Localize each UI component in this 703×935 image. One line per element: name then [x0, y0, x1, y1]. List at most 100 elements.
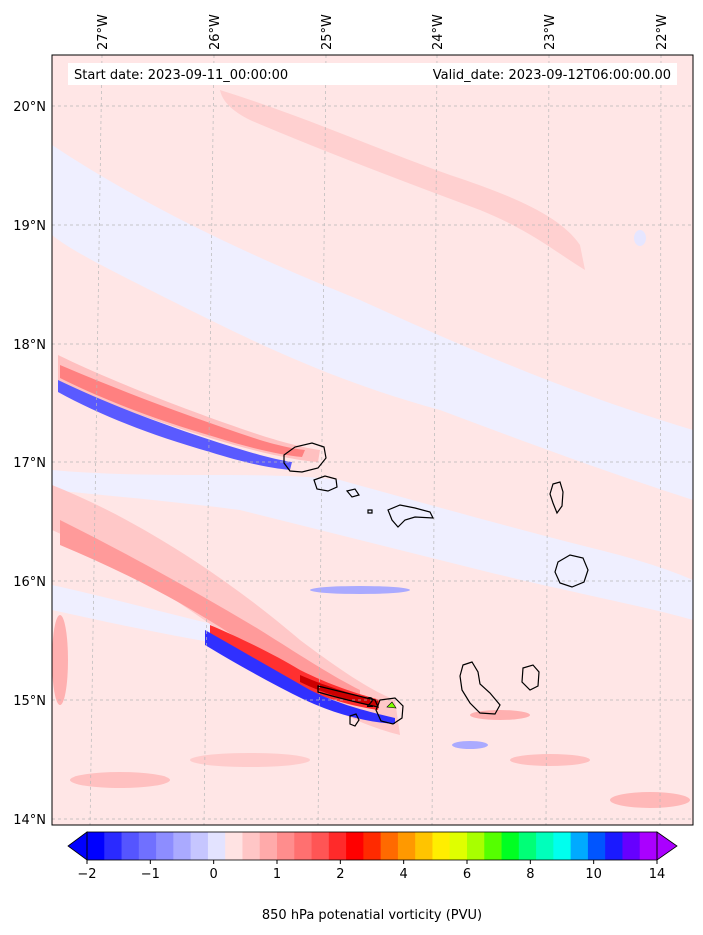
valid-date-label: Valid_date: 2023-09-12T06:00:00.00 — [433, 68, 671, 83]
lat-label-17n: 17°N — [13, 456, 46, 471]
island-brava — [349, 713, 360, 727]
meridian-25w — [317, 55, 327, 825]
colorbar-segment — [277, 832, 295, 860]
colorbar-segment — [294, 832, 313, 860]
island-maio — [521, 664, 540, 691]
meridian-22w — [659, 55, 662, 825]
pv-patch — [610, 792, 690, 808]
pv-contour-2 — [317, 685, 380, 708]
cape-verde-islands — [283, 442, 589, 727]
negative-pv-filament-north — [58, 380, 292, 470]
colorbar-segment — [259, 832, 278, 860]
colorbar-tick-label: −2 — [77, 867, 96, 882]
positive-pv-filament-north — [58, 355, 320, 462]
start-date-label: Start date: 2023-09-11_00:00:00 — [74, 68, 288, 83]
colorbar-segment — [518, 832, 537, 860]
lon-label-24w: 24°W — [431, 14, 446, 50]
meridian-27w — [89, 55, 103, 825]
colorbar-extend-max — [656, 831, 678, 861]
island-branco — [367, 509, 373, 514]
positive-pv-filament-north-core — [60, 365, 305, 457]
lat-label-16n: 16°N — [13, 575, 46, 590]
colorbar-segment — [397, 832, 416, 860]
negative-pv-band-middle — [52, 470, 693, 620]
negative-pv-filament-south — [205, 630, 395, 724]
colorbar-segment — [225, 832, 243, 860]
island-sao-nicolau — [387, 504, 434, 528]
pv-patch — [190, 753, 310, 767]
pv-patch — [452, 741, 488, 749]
contour-label: 2 — [366, 696, 374, 711]
longitude-labels: 27°W 26°W 25°W 24°W 23°W 22°W — [96, 14, 670, 50]
colorbar-segment — [156, 832, 174, 860]
meridian-26w — [203, 55, 215, 825]
lon-label-22w: 22°W — [655, 14, 670, 50]
colorbar-segment — [639, 832, 658, 860]
colorbar-segment — [207, 832, 226, 860]
colorbar-title: 850 hPa potenatial vorticity (PVU) — [262, 908, 482, 923]
positive-pv-band-south-inner — [60, 520, 360, 705]
colorbar-segment — [190, 832, 209, 860]
colorbar-tick-labels: −2 −1 0 1 2 4 6 8 10 14 — [77, 860, 665, 882]
positive-pv-core-south — [210, 625, 380, 710]
latitude-labels: 20°N 19°N 18°N 17°N 16°N 15°N 14°N — [13, 100, 46, 828]
lat-label-19n: 19°N — [13, 219, 46, 234]
lon-label-26w: 26°W — [208, 14, 223, 50]
colorbar-segment — [467, 832, 485, 860]
colorbar-tick-label: 4 — [400, 867, 408, 882]
colorbar-segment — [173, 832, 192, 860]
lat-label-15n: 15°N — [13, 694, 46, 709]
lat-label-18n: 18°N — [13, 338, 46, 353]
colorbar-segment — [242, 832, 261, 860]
colorbar-segment — [622, 832, 641, 860]
colorbar-segment — [570, 832, 589, 860]
lat-label-20n: 20°N — [13, 100, 46, 115]
map-area: 2 — [52, 55, 693, 825]
colorbar-tick-label: −1 — [141, 867, 160, 882]
island-fogo — [375, 697, 404, 725]
colorbar-segment — [501, 832, 520, 860]
island-santo-antao — [283, 442, 327, 473]
colorbar-segment — [121, 832, 140, 860]
colorbar-segment — [536, 832, 554, 860]
colorbar-segment — [328, 832, 347, 860]
graticule — [52, 55, 693, 825]
pv-patch — [634, 230, 646, 246]
colorbar-segment — [380, 832, 399, 860]
colorbar-segment — [484, 832, 503, 860]
lon-label-27w: 27°W — [96, 14, 111, 50]
colorbar-segment — [605, 832, 623, 860]
pv-patch — [310, 586, 410, 594]
colorbar-tick-label: 8 — [526, 867, 534, 882]
colorbar-segment — [432, 832, 451, 860]
colorbar-segment — [346, 832, 364, 860]
colorbar-segment — [363, 832, 382, 860]
pv-patch — [52, 615, 68, 705]
pv-patch — [470, 710, 530, 720]
island-santiago — [459, 661, 501, 715]
island-sal — [549, 481, 564, 515]
island-santa-luzia — [345, 488, 360, 498]
info-box — [68, 63, 677, 85]
colorbar-frame — [86, 831, 658, 861]
pv-patch — [70, 772, 170, 788]
colorbar-segment — [311, 832, 330, 860]
colorbar-segment — [415, 832, 433, 860]
colorbar-tick-label: 0 — [210, 867, 218, 882]
lat-label-14n: 14°N — [13, 813, 46, 828]
negative-pv-band-north — [52, 145, 693, 500]
colorbar-segment — [553, 832, 572, 860]
colorbar-tick-label: 10 — [585, 867, 602, 882]
colorbar-segment — [87, 832, 105, 860]
lon-label-25w: 25°W — [320, 14, 335, 50]
colorbar-tick-label: 6 — [463, 867, 471, 882]
meridian-24w — [431, 55, 438, 825]
colorbar-tick-label: 14 — [649, 867, 666, 882]
high-pv-marker — [386, 701, 397, 709]
meridian-23w — [545, 55, 550, 825]
lon-label-23w: 23°W — [543, 14, 558, 50]
island-boa-vista — [554, 554, 589, 588]
map-frame — [51, 54, 694, 826]
high-pv-core — [300, 675, 378, 706]
